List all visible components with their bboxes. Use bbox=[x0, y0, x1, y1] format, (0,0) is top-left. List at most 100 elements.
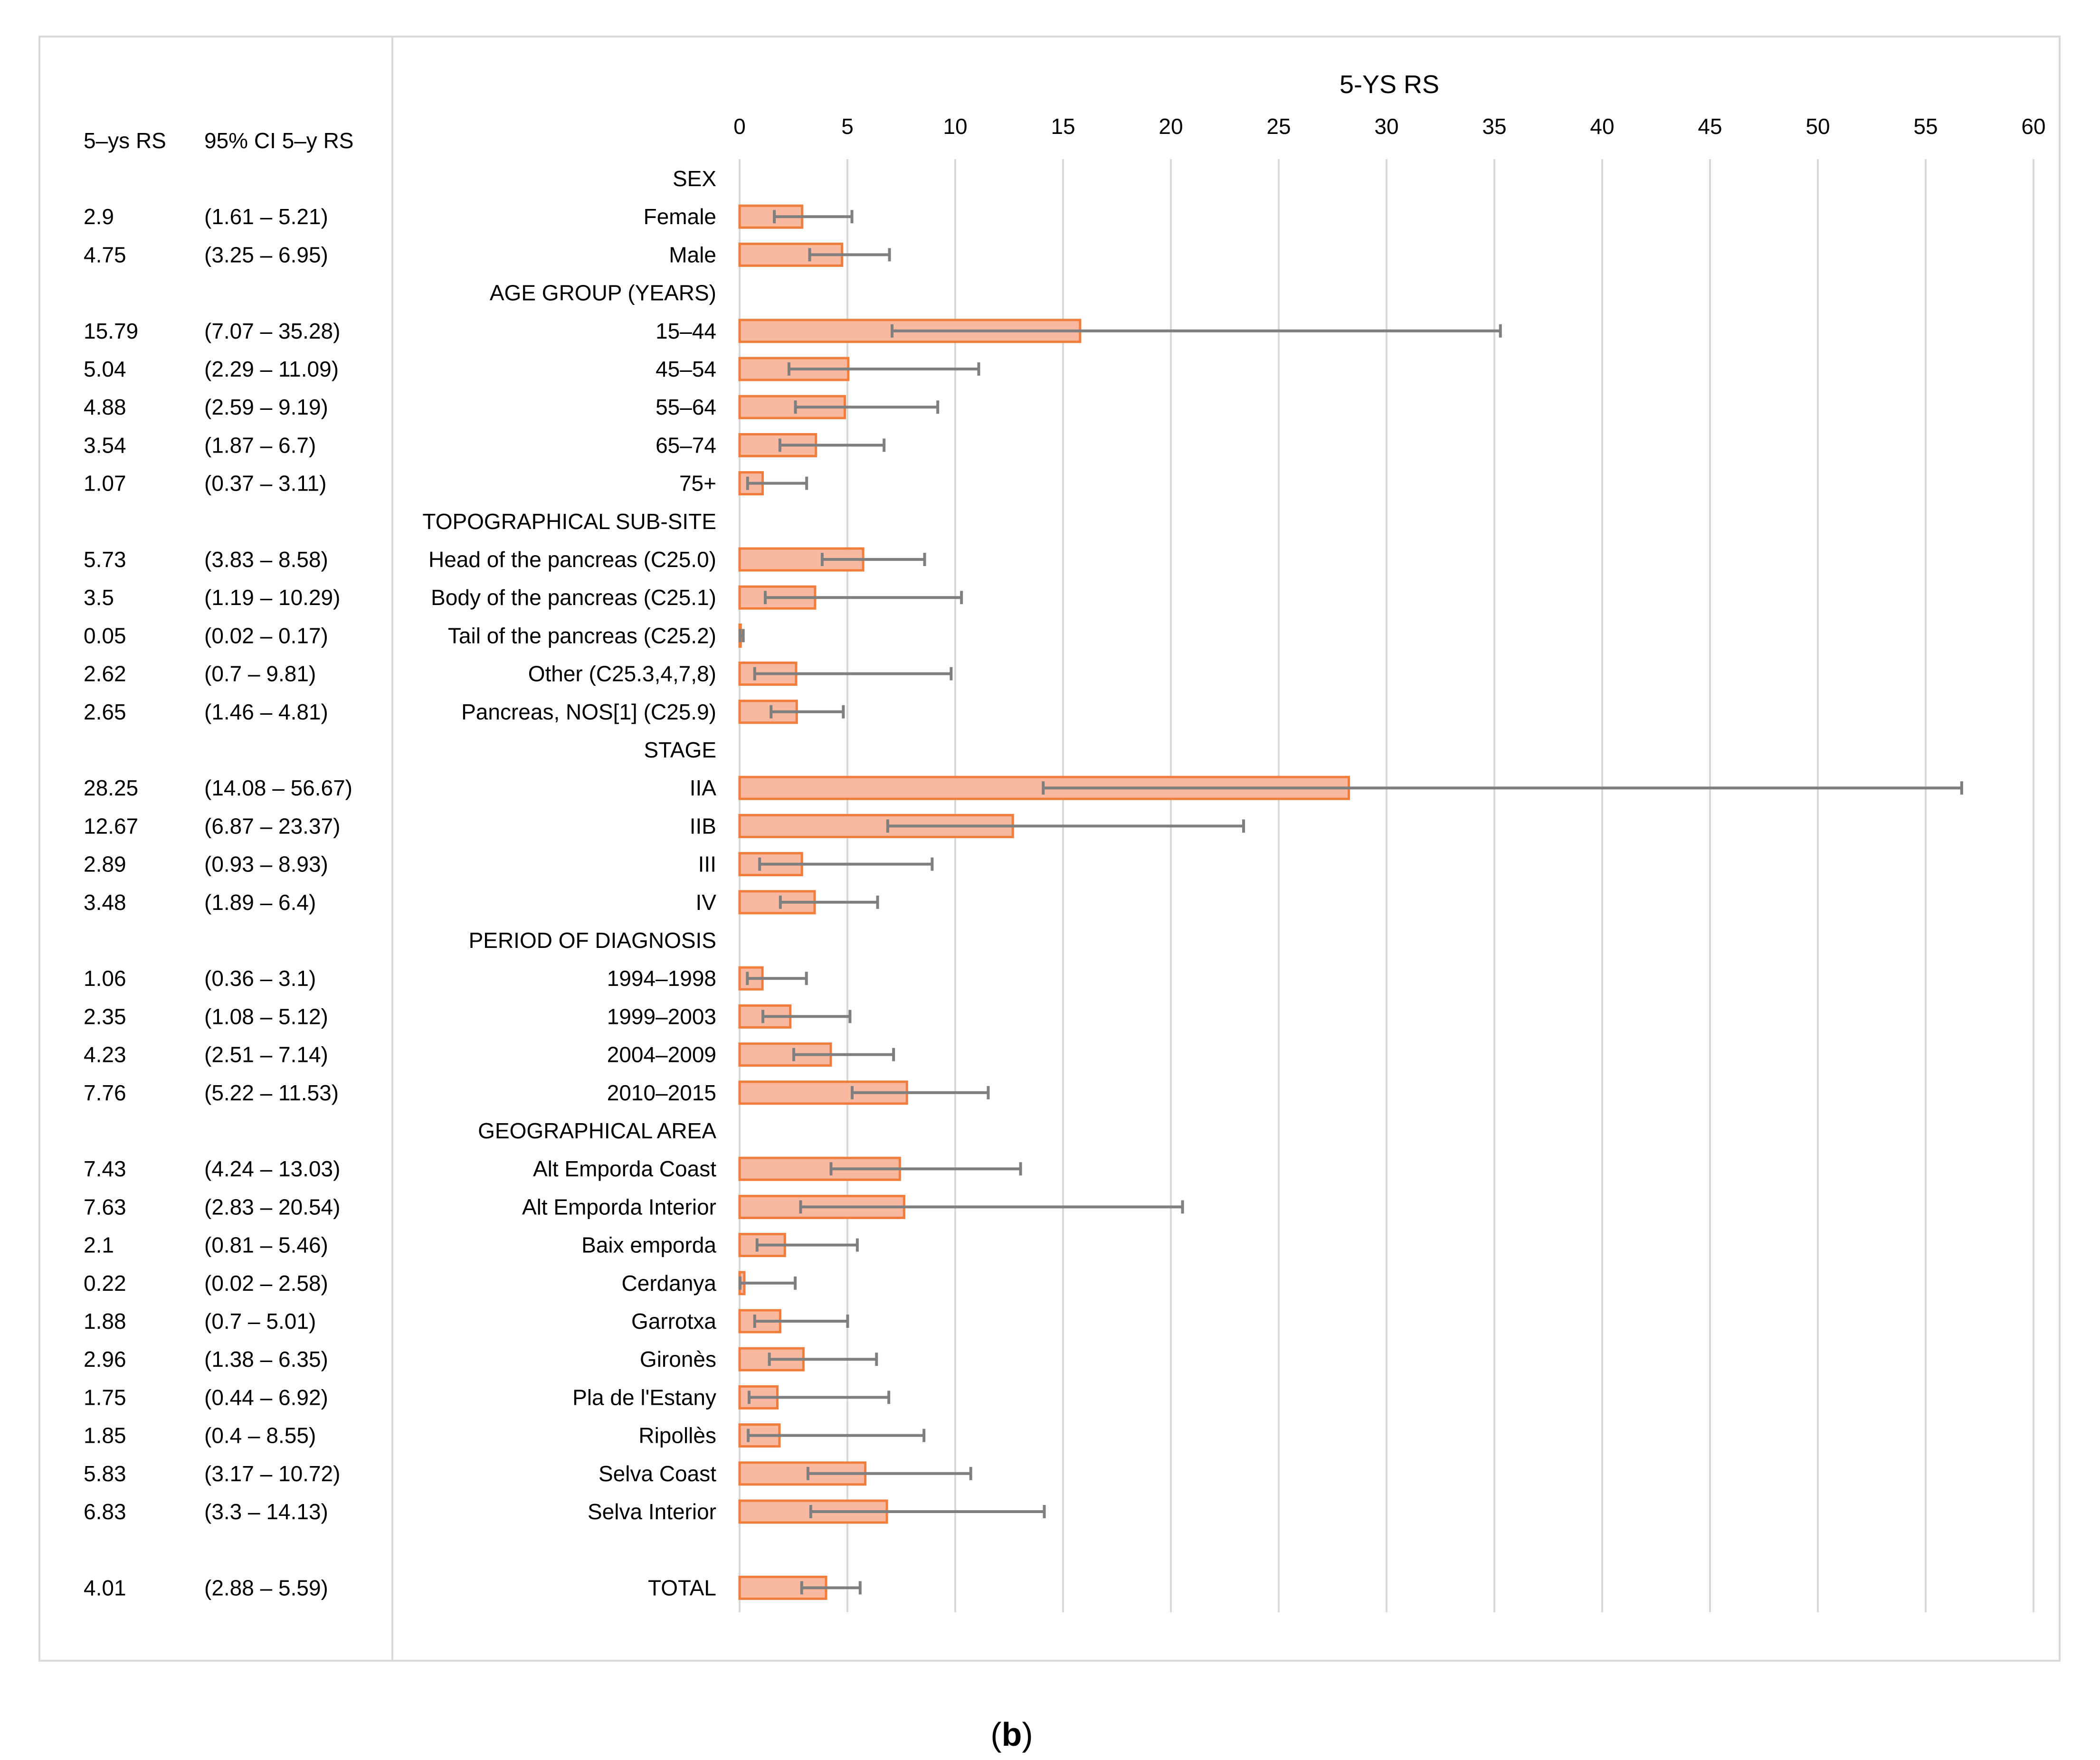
x-axis-tick-labels: 0 5 10 15 20 25 30 35 40 45 50 55 60 bbox=[733, 114, 2045, 139]
row-label: Pla de l'Estany bbox=[572, 1385, 716, 1410]
ci-value: (2.29 – 11.09) bbox=[204, 357, 339, 381]
row-label: Garrotxa bbox=[631, 1309, 716, 1334]
rs-value: 0.22 bbox=[84, 1271, 126, 1296]
rs-value: 4.01 bbox=[84, 1575, 126, 1600]
row-label: Selva Coast bbox=[599, 1461, 716, 1486]
rs-value: 3.54 bbox=[84, 433, 126, 457]
row-label: IIA bbox=[690, 776, 717, 800]
ci-value: (2.59 – 9.19) bbox=[204, 395, 328, 419]
rs-value: 3.5 bbox=[84, 585, 114, 610]
rs-value: 2.9 bbox=[84, 204, 114, 229]
row-label: Tail of the pancreas (C25.2) bbox=[448, 623, 716, 648]
row-label: 1999–2003 bbox=[607, 1004, 716, 1029]
rs-value: 1.85 bbox=[84, 1423, 126, 1448]
x-tick-label: 60 bbox=[2021, 114, 2045, 139]
rs-value: 12.67 bbox=[84, 814, 138, 838]
x-tick-label: 5 bbox=[841, 114, 854, 139]
x-tick-label: 0 bbox=[733, 114, 746, 139]
ci-value: (1.89 – 6.4) bbox=[204, 890, 316, 915]
row-label: IIB bbox=[690, 814, 716, 838]
gridlines bbox=[739, 159, 2034, 1612]
rs-value: 3.48 bbox=[84, 890, 126, 915]
ci-value: (2.83 – 20.54) bbox=[204, 1194, 340, 1219]
row-label: Ripollès bbox=[638, 1423, 716, 1448]
x-tick-label: 40 bbox=[1590, 114, 1614, 139]
rs-value: 4.75 bbox=[84, 242, 126, 267]
rs-value: 1.06 bbox=[84, 966, 126, 991]
figure-label-open: ( bbox=[990, 1716, 1001, 1753]
row-label: Head of the pancreas (C25.0) bbox=[428, 547, 716, 572]
ci-value: (3.25 – 6.95) bbox=[204, 242, 328, 267]
rs-value: 7.76 bbox=[84, 1080, 126, 1105]
ci-value: (14.08 – 56.67) bbox=[204, 776, 352, 800]
row-label: 75+ bbox=[679, 471, 716, 496]
rs-value: 4.88 bbox=[84, 395, 126, 419]
rs-value: 2.65 bbox=[84, 700, 126, 724]
ci-value: (3.3 – 14.13) bbox=[204, 1499, 328, 1524]
row-label: TOTAL bbox=[648, 1575, 716, 1600]
row-label: Gironès bbox=[640, 1347, 716, 1372]
ci-value: (0.4 – 8.55) bbox=[204, 1423, 316, 1448]
x-tick-label: 30 bbox=[1374, 114, 1398, 139]
rs-value: 4.23 bbox=[84, 1042, 126, 1067]
ci-value: (3.83 – 8.58) bbox=[204, 547, 328, 572]
ci-value: (1.61 – 5.21) bbox=[204, 204, 328, 229]
rs-value: 2.1 bbox=[84, 1233, 114, 1258]
ci-value: (4.24 – 13.03) bbox=[204, 1156, 340, 1181]
x-tick-label: 15 bbox=[1051, 114, 1075, 139]
row-label: III bbox=[698, 852, 716, 877]
rs-value: 1.07 bbox=[84, 471, 126, 496]
row-label: Pancreas, NOS[1] (C25.9) bbox=[461, 700, 716, 724]
ci-value: (0.93 – 8.93) bbox=[204, 852, 328, 877]
row-label: Alt Emporda Coast bbox=[533, 1156, 716, 1181]
x-tick-label: 55 bbox=[1913, 114, 1938, 139]
ci-value: (0.02 – 2.58) bbox=[204, 1271, 328, 1296]
group-header: SEX bbox=[673, 166, 716, 191]
x-tick-label: 25 bbox=[1266, 114, 1291, 139]
figure-label-letter: b bbox=[1002, 1716, 1022, 1753]
row-label: 45–54 bbox=[656, 357, 716, 381]
row-label: Baix emporda bbox=[581, 1233, 716, 1258]
x-tick-label: 50 bbox=[1805, 114, 1830, 139]
rs-value: 2.35 bbox=[84, 1004, 126, 1029]
rs-value: 0.05 bbox=[84, 623, 126, 648]
rs-value: 2.62 bbox=[84, 662, 126, 686]
error-bars bbox=[738, 210, 1963, 1595]
row-label: Female bbox=[644, 204, 716, 229]
rs-value: 7.63 bbox=[84, 1194, 126, 1219]
x-tick-label: 20 bbox=[1159, 114, 1183, 139]
ci-value: (0.02 – 0.17) bbox=[204, 623, 328, 648]
ci-value: (0.7 – 9.81) bbox=[204, 662, 316, 686]
group-header: AGE GROUP (YEARS) bbox=[490, 281, 716, 305]
rs-value: 28.25 bbox=[84, 776, 138, 800]
x-tick-label: 45 bbox=[1698, 114, 1722, 139]
row-label: 1994–1998 bbox=[607, 966, 716, 991]
row-label: Alt Emporda Interior bbox=[522, 1194, 716, 1219]
row-label: Body of the pancreas (C25.1) bbox=[431, 585, 716, 610]
group-header: GEOGRAPHICAL AREA bbox=[478, 1118, 716, 1143]
ci-value: (6.87 – 23.37) bbox=[204, 814, 340, 838]
ci-value: (0.44 – 6.92) bbox=[204, 1385, 328, 1410]
group-header: STAGE bbox=[644, 738, 716, 762]
ci-value: (2.88 – 5.59) bbox=[204, 1575, 328, 1600]
row-label: 55–64 bbox=[656, 395, 716, 419]
chart-title: 5-YS RS bbox=[1340, 70, 1439, 99]
group-header: PERIOD OF DIAGNOSIS bbox=[469, 928, 716, 953]
x-tick-label: 35 bbox=[1482, 114, 1506, 139]
rs-value: 5.04 bbox=[84, 357, 126, 381]
ci-value: (0.36 – 3.1) bbox=[204, 966, 316, 991]
ci-value: (0.7 – 5.01) bbox=[204, 1309, 316, 1334]
row-label: 2004–2009 bbox=[607, 1042, 716, 1067]
row-label: 65–74 bbox=[656, 433, 716, 457]
row-labels: SEX Female 2.9 (1.61 – 5.21) Male 4.75 (3.25 –… bbox=[84, 166, 716, 1600]
figure-label-close: ) bbox=[1022, 1716, 1033, 1753]
row-label: Selva Interior bbox=[588, 1499, 716, 1524]
bar bbox=[738, 700, 798, 724]
row-label: Other (C25.3,4,7,8) bbox=[528, 662, 716, 686]
ci-value: (7.07 – 35.28) bbox=[204, 319, 340, 343]
rs-value: 5.83 bbox=[84, 1461, 126, 1486]
row-label: 2010–2015 bbox=[607, 1080, 716, 1105]
ci-value: (0.81 – 5.46) bbox=[204, 1233, 328, 1258]
row-label: IV bbox=[696, 890, 717, 915]
